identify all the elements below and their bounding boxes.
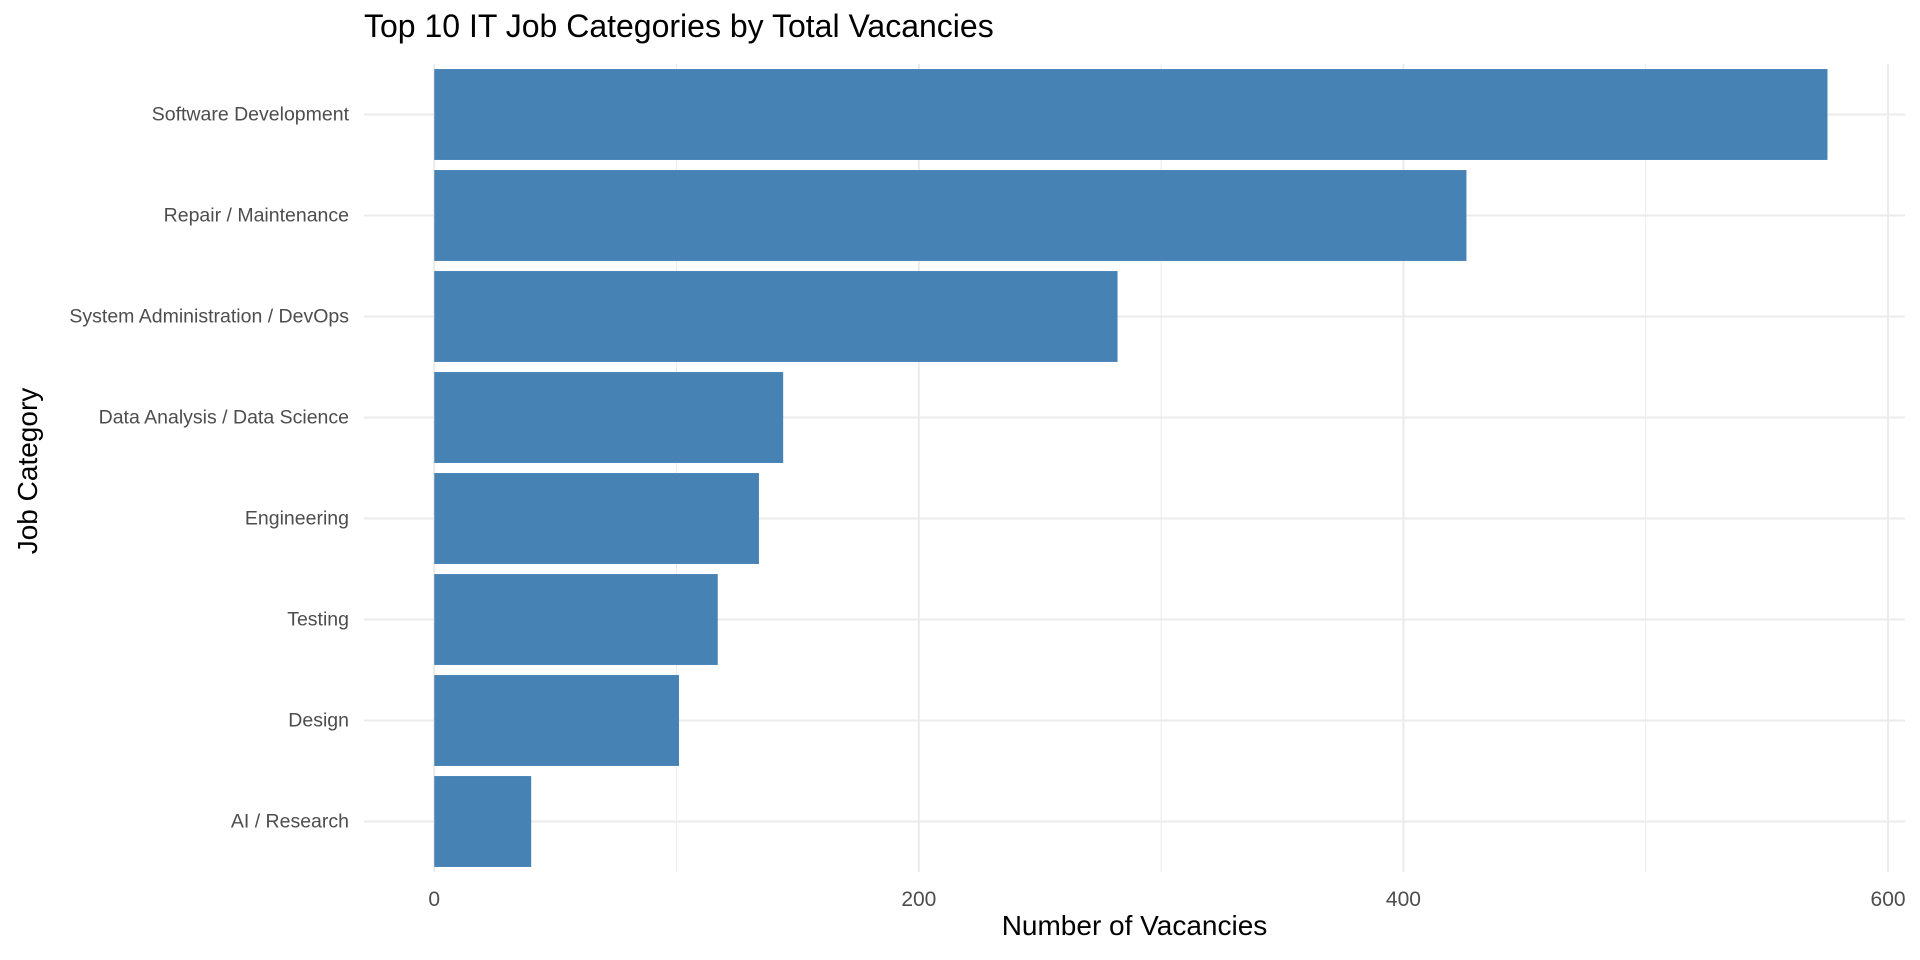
y-tick-label: Testing [287, 609, 349, 631]
y-tick-label: Engineering [245, 508, 349, 530]
x-tick-label: 200 [901, 888, 936, 911]
y-tick-label: Data Analysis / Data Science [99, 407, 349, 429]
bar [434, 574, 718, 665]
x-tick-label: 400 [1386, 888, 1421, 911]
bar [434, 69, 1828, 160]
bar [434, 170, 1467, 261]
bar [434, 776, 532, 867]
bar [434, 271, 1118, 362]
chart-title: Top 10 IT Job Categories by Total Vacanc… [364, 8, 994, 44]
bars [434, 69, 1828, 867]
bar [434, 675, 679, 766]
x-tick-label: 0 [428, 888, 440, 911]
y-tick-label: System Administration / DevOps [69, 306, 349, 328]
bar [434, 473, 759, 564]
x-tick-label: 600 [1871, 888, 1906, 911]
bar [434, 372, 784, 463]
y-axis-label: Job Category [12, 387, 43, 555]
y-tick-label: AI / Research [231, 811, 349, 833]
y-tick-label: Software Development [152, 104, 350, 126]
y-tick-label: Design [288, 710, 349, 732]
x-axis-label: Number of Vacancies [1001, 910, 1268, 941]
x-tick-labels: 0 200 400 600 [428, 888, 1905, 911]
y-tick-label: Repair / Maintenance [164, 205, 349, 227]
y-tick-labels: Software Development Repair / Maintenance… [69, 104, 349, 833]
